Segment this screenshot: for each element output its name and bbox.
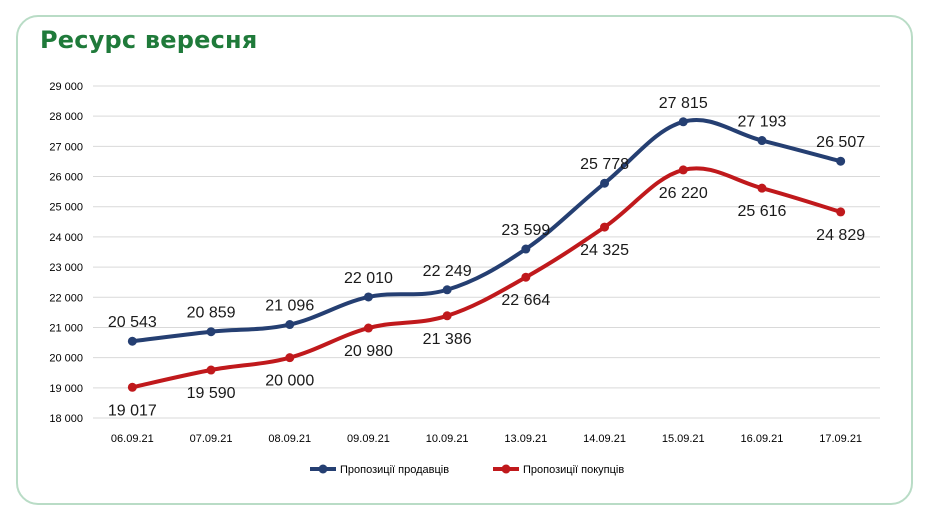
x-tick-label: 09.09.21	[347, 433, 390, 445]
y-tick-label: 19 000	[49, 383, 83, 395]
data-point	[521, 272, 531, 282]
data-point	[600, 222, 610, 232]
data-label: 20 543	[108, 314, 157, 331]
data-point	[836, 156, 846, 166]
data-point	[206, 327, 216, 337]
y-tick-label: 22 000	[49, 292, 83, 304]
legend-swatch-marker	[501, 464, 511, 474]
data-point	[127, 336, 137, 346]
x-tick-label: 06.09.21	[111, 433, 154, 445]
sellers-series-line	[130, 118, 843, 344]
x-tick-label: 15.09.21	[662, 433, 705, 445]
data-label: 25 778	[580, 156, 629, 173]
data-point	[678, 117, 688, 127]
data-point	[678, 165, 688, 175]
legend-label: Пропозиції покупців	[523, 464, 624, 476]
data-label: 23 599	[501, 222, 550, 239]
data-label: 27 193	[737, 114, 786, 131]
data-label: 21 096	[265, 298, 314, 315]
x-tick-label: 14.09.21	[583, 433, 626, 445]
data-label: 19 017	[108, 402, 157, 419]
data-point	[442, 311, 452, 321]
y-tick-label: 18 000	[49, 413, 83, 425]
data-label: 20 000	[265, 373, 314, 390]
y-axis-ticks: 18 000 19 000 20 000 21 000 22 000 23 000 24 0…	[49, 81, 83, 425]
y-tick-label: 29 000	[49, 81, 83, 93]
y-tick-label: 20 000	[49, 353, 83, 365]
data-point	[363, 292, 373, 302]
data-point	[363, 323, 373, 333]
data-label: 21 386	[423, 331, 472, 348]
legend-item-sellers: Пропозиції продавців	[310, 464, 449, 476]
data-label: 26 507	[816, 134, 865, 151]
data-label: 20 859	[187, 305, 236, 322]
chart-card	[16, 15, 913, 505]
legend-label: Пропозиції продавців	[340, 464, 449, 476]
y-tick-label: 21 000	[49, 322, 83, 334]
data-label: 24 325	[580, 242, 629, 259]
x-tick-label: 13.09.21	[504, 433, 547, 445]
y-tick-label: 26 000	[49, 172, 83, 184]
legend-item-buyers: Пропозиції покупців	[493, 464, 624, 476]
x-tick-label: 10.09.21	[426, 433, 469, 445]
data-point	[521, 244, 531, 254]
data-point	[836, 207, 846, 217]
y-tick-label: 23 000	[49, 262, 83, 274]
data-label: 27 815	[659, 95, 708, 112]
data-point	[285, 320, 295, 330]
data-label: 26 220	[659, 185, 708, 202]
gridlines	[93, 85, 880, 419]
data-label: 19 590	[187, 385, 236, 402]
data-label: 24 829	[816, 227, 865, 244]
series-lines	[127, 117, 846, 392]
data-point	[127, 382, 137, 392]
legend-swatch-marker	[318, 464, 328, 474]
x-tick-label: 17.09.21	[819, 433, 862, 445]
x-tick-label: 16.09.21	[741, 433, 784, 445]
y-tick-label: 25 000	[49, 202, 83, 214]
chart-title: Ресурс вересня	[40, 26, 258, 54]
data-point	[285, 353, 295, 363]
data-label: 20 980	[344, 343, 393, 360]
data-label: 25 616	[737, 203, 786, 220]
data-point	[442, 285, 452, 295]
legend: Пропозиції продавців Пропозиції покупців	[310, 464, 624, 476]
x-axis-ticks: 06.09.21 07.09.21 08.09.21 09.09.21 10.09.21…	[111, 433, 862, 445]
data-label: 22 664	[501, 292, 550, 309]
data-point	[757, 183, 767, 193]
data-point	[757, 136, 767, 146]
y-tick-label: 27 000	[49, 141, 83, 153]
x-tick-label: 07.09.21	[190, 433, 233, 445]
data-point	[600, 178, 610, 188]
data-labels: 20 543 20 859 21 096 22 010 22 249 23 599 25 7…	[108, 95, 865, 420]
buyers-series-line	[130, 166, 843, 390]
x-tick-label: 08.09.21	[268, 433, 311, 445]
y-tick-label: 28 000	[49, 111, 83, 123]
data-label: 22 010	[344, 270, 393, 287]
data-label: 22 249	[423, 263, 472, 280]
data-point	[206, 365, 216, 375]
y-tick-label: 24 000	[49, 232, 83, 244]
